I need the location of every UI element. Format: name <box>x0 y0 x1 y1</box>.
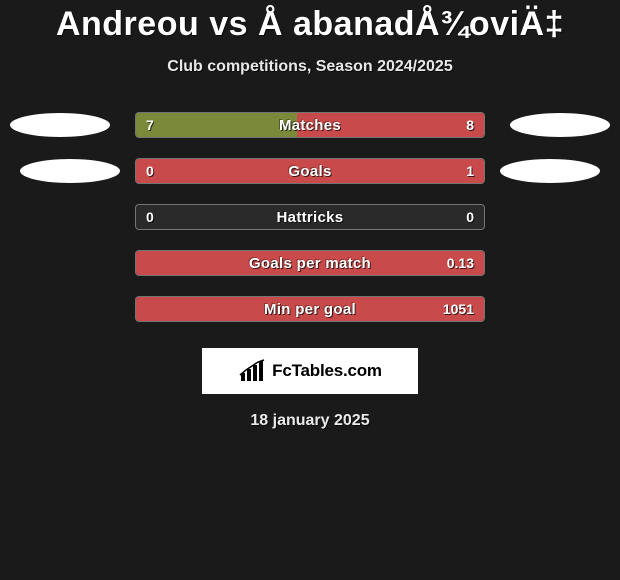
stat-bar: 0.13Goals per match <box>135 250 485 276</box>
stat-row: 1051Min per goal <box>0 296 620 322</box>
stat-row: 0 0Hattricks <box>0 204 620 230</box>
player2-ellipse <box>510 113 610 137</box>
player2-bar-fill <box>297 113 484 137</box>
player1-name: Andreou <box>56 5 199 43</box>
stat-bar: 78Matches <box>135 112 485 138</box>
player1-ellipse <box>10 113 110 137</box>
player2-name: Å abanadÅ¾oviÄ‡ <box>258 5 564 43</box>
stats-rows: 78Matches 01Goals 0 0Hattricks 0.13Goals per… <box>0 112 620 322</box>
stat-bar: 1051Min per goal <box>135 296 485 322</box>
player2-bar-fill <box>135 251 484 275</box>
stat-row: 78Matches <box>0 112 620 138</box>
player2-ellipse <box>500 159 600 183</box>
stat-row: 0.13Goals per match <box>0 250 620 276</box>
stat-bar: 01Goals <box>135 158 485 184</box>
comparison-card: Andreou vs Å abanadÅ¾oviÄ‡ Club competit… <box>0 0 620 430</box>
logo-text: FcTables.com <box>272 361 382 381</box>
vs-text: vs <box>209 5 248 43</box>
stat-row: 01Goals <box>0 158 620 184</box>
stat-label: Hattricks <box>136 205 484 229</box>
subtitle: Club competitions, Season 2024/2025 <box>0 58 620 76</box>
player1-ellipse <box>20 159 120 183</box>
chart-icon <box>238 359 266 383</box>
player2-bar-fill <box>135 159 484 183</box>
logo-box[interactable]: FcTables.com <box>202 348 418 394</box>
stat-left-value: 0 <box>146 205 154 229</box>
player2-bar-fill <box>135 297 484 321</box>
page-title: Andreou vs Å abanadÅ¾oviÄ‡ <box>0 5 620 44</box>
date-text: 18 january 2025 <box>0 412 620 430</box>
stat-bar: 0 0Hattricks <box>135 204 485 230</box>
stat-right-value: 0 <box>466 205 474 229</box>
player1-bar-fill <box>136 113 299 137</box>
